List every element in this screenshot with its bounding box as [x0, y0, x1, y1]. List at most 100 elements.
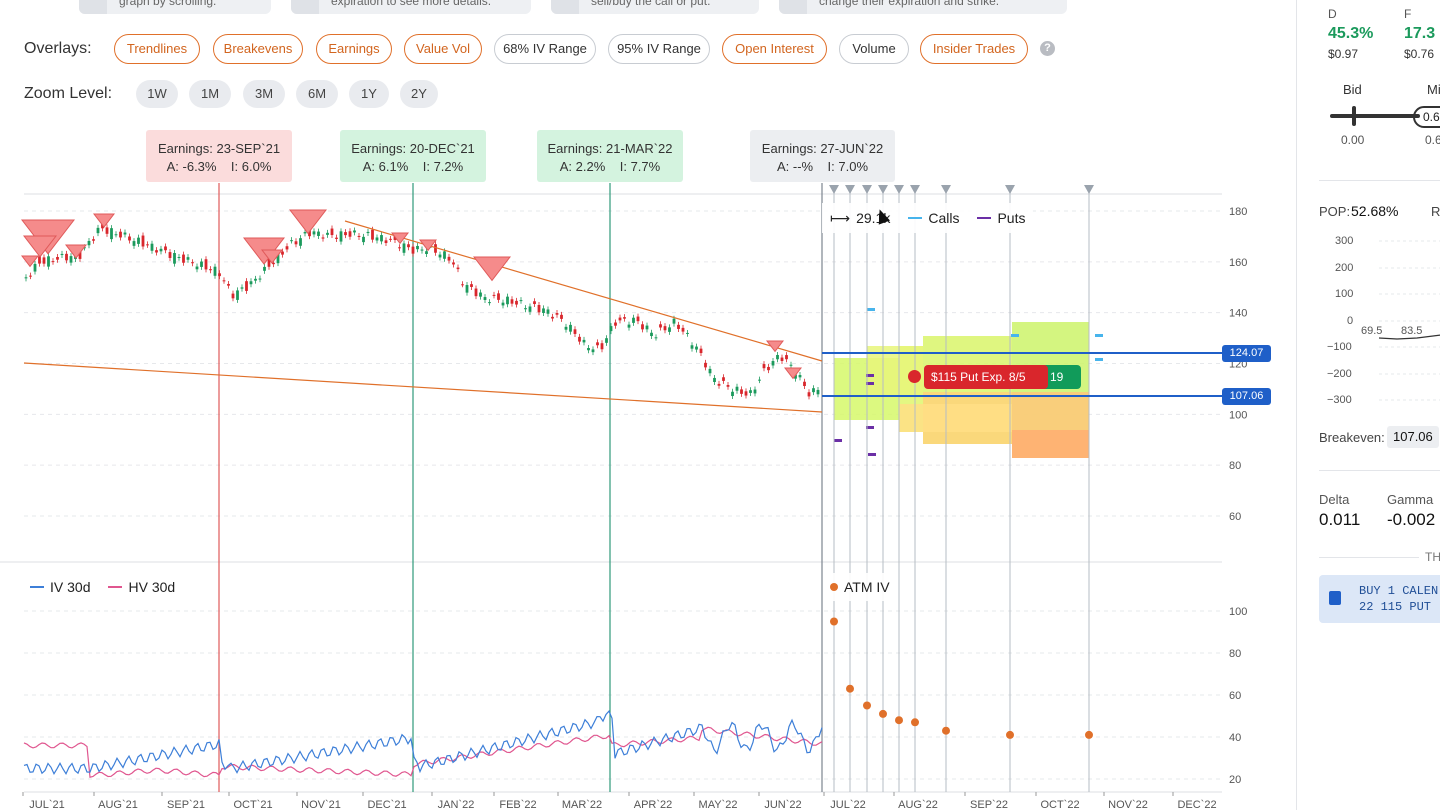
zoom-1w-button[interactable]: 1W [136, 80, 178, 108]
candle-body [47, 256, 50, 267]
candle-body [524, 308, 527, 310]
position-marker-icon[interactable] [908, 370, 921, 383]
candle-body [708, 368, 712, 374]
expiration-marker-icon [845, 185, 855, 194]
candle-body [200, 261, 203, 267]
candle-body [420, 249, 424, 251]
candle-body [150, 243, 154, 251]
month-label: JUN`22 [764, 799, 801, 810]
pnl-chart[interactable] [1297, 232, 1440, 412]
zoom-6m-button[interactable]: 6M [296, 80, 338, 108]
overlay-value-vol-button[interactable]: Value Vol [404, 34, 482, 64]
overlay-breakevens-button[interactable]: Breakevens [213, 34, 303, 64]
candle-body [713, 377, 716, 383]
atm-iv-point [1085, 730, 1093, 739]
candle-body [267, 258, 271, 267]
divider [1319, 470, 1440, 471]
candle-body [654, 337, 658, 339]
candle-body [686, 332, 689, 334]
candle-body [366, 231, 370, 234]
candle-body [771, 361, 775, 366]
candle-body [447, 256, 451, 261]
candle-body [119, 231, 122, 238]
candle-body [173, 253, 176, 264]
iv-axis-tick: 20 [1229, 774, 1241, 786]
iv-30d-line [23, 709, 823, 775]
overlay-68-iv-range-button[interactable]: 68% IV Range [494, 34, 596, 64]
candle-body [623, 317, 626, 319]
candle-body [344, 232, 347, 236]
month-label: NOV`21 [301, 799, 341, 810]
price-axis-tick: 140 [1229, 308, 1247, 320]
bid-label: Bid [1343, 82, 1362, 97]
zoom-1m-button[interactable]: 1M [189, 80, 231, 108]
overlay-95-iv-range-button[interactable]: 95% IV Range [608, 34, 710, 64]
price-axis-tick: 160 [1229, 257, 1247, 269]
candle-body [236, 290, 239, 300]
mid-value: 0.6 [1425, 133, 1440, 147]
month-label: AUG`21 [98, 799, 138, 810]
candle-body [335, 237, 338, 239]
zoom-1y-button[interactable]: 1Y [349, 80, 389, 108]
month-label: OCT`21 [233, 799, 272, 810]
earnings-box[interactable]: Earnings: 23-SEP`21 A: -6.3% I: 6.0% [146, 130, 292, 182]
overlay-volume-button[interactable]: Volume [839, 34, 909, 64]
candle-body [798, 375, 802, 378]
candle-body [213, 266, 217, 276]
price-slider-handle[interactable] [1352, 106, 1356, 126]
open-interest-bar [866, 426, 874, 429]
f-price-value: $0.76 [1404, 47, 1435, 61]
help-icon[interactable]: ? [1040, 41, 1055, 56]
month-label: APR`22 [634, 799, 673, 810]
zoom-2y-button[interactable]: 2Y [400, 80, 438, 108]
overlay-trendlines-button[interactable]: Trendlines [114, 34, 200, 64]
atm-iv-point [1006, 730, 1014, 739]
candle-body [272, 262, 275, 265]
expiration-marker-icon [862, 185, 872, 194]
zoom-3m-button[interactable]: 3M [243, 80, 285, 108]
candle-body [375, 237, 379, 241]
candle-body [299, 238, 302, 246]
candle-body [474, 288, 478, 297]
month-label: FEB`22 [499, 799, 536, 810]
candle-body [605, 338, 608, 343]
zoom-level-label: Zoom Level: [24, 85, 113, 102]
candle-body [573, 329, 577, 334]
earnings-title: Earnings: 27-JUN`22 [761, 141, 884, 156]
iv-legend-icon [30, 586, 44, 588]
candle-body [740, 389, 743, 394]
earnings-box[interactable]: Earnings: 20-DEC`21 A: 6.1% I: 7.2% [340, 130, 486, 182]
price-slider-track[interactable] [1330, 114, 1420, 118]
pnl-curve [1378, 334, 1440, 340]
candle-body [587, 348, 590, 351]
candle-body [510, 299, 514, 304]
price-input[interactable]: 0.6 [1413, 106, 1440, 128]
order-summary[interactable]: BUY 1 CALEN 22 115 PUT ( [1319, 575, 1440, 623]
overlay-earnings-button[interactable]: Earnings [316, 34, 392, 64]
expiration-marker-icon [1084, 185, 1094, 194]
candle-body [650, 332, 653, 337]
earnings-box[interactable]: Earnings: 27-JUN`22 A: --% I: 7.0% [750, 130, 895, 182]
candle-body [681, 327, 685, 332]
candle-body [254, 278, 257, 281]
earnings-title: Earnings: 23-SEP`21 [157, 141, 281, 156]
overlay-open-interest-button[interactable]: Open Interest [722, 34, 827, 64]
candle-body [776, 354, 779, 360]
candle-body [209, 269, 212, 271]
hint-expiration: expiration to see more details. [291, 0, 531, 14]
month-label: MAY`22 [699, 799, 738, 810]
earnings-box[interactable]: Earnings: 21-MAR`22 A: 2.2% I: 7.7% [537, 130, 683, 182]
candle-body [87, 240, 91, 246]
position-put-tag[interactable]: $115 Put Exp. 8/5 [924, 365, 1048, 389]
candle-body [29, 275, 32, 277]
overlay-insider-trades-button[interactable]: Insider Trades [920, 34, 1028, 64]
expiration-marker-icon [910, 185, 920, 194]
candle-body [618, 317, 622, 321]
order-line-1: BUY 1 CALEN [1359, 584, 1439, 598]
candle-body [182, 254, 185, 263]
overlays-label: Overlays: [24, 40, 92, 57]
candle-body [258, 278, 262, 280]
copy-icon[interactable] [1329, 591, 1341, 605]
atm-iv-legend: ATM IV [824, 573, 896, 601]
